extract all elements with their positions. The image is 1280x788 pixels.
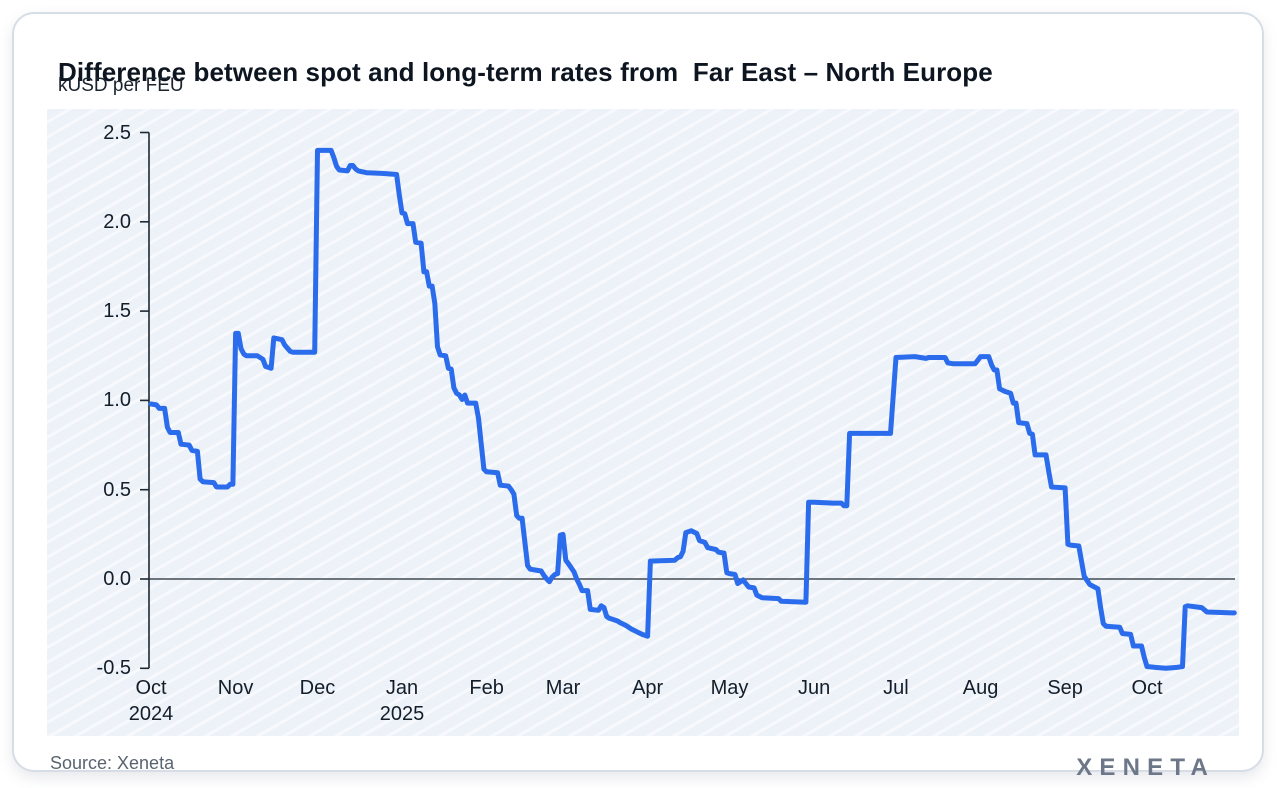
y-tick-label: 2.0 [103,210,131,233]
x-tick-label: Apr [632,677,664,699]
x-tick-label: Nov [217,677,254,699]
x-tick-label: Mar [545,677,581,699]
page-title: Difference between spot and long-term ra… [58,57,993,88]
chart-card: Difference between spot and long-term ra… [12,12,1264,781]
x-tick-label: Jun [797,677,831,699]
x-tick-label: May [710,677,749,699]
line-chart [140,131,1237,671]
source-note: Source: Xeneta [50,753,175,773]
x-tick-year-label: 2025 [379,703,425,725]
y-tick-label: -0.5 [96,657,131,680]
rate-difference-line [148,147,1237,671]
x-tick-label: Oct [1131,677,1163,699]
y-tick-label: 1.0 [103,389,131,412]
x-tick-label: Dec [299,677,336,699]
plot-panel: 2.5 2.0 1.5 1.0 0.5 0.0 -0.5 Oct 2024 Nov Dec Jan 2… [47,109,1239,736]
y-tick-label: 0.0 [103,568,131,590]
xeneta-logo: XENETA [1076,754,1215,781]
y-tick-label: 0.5 [103,478,131,501]
x-tick-label: Jul [883,677,909,699]
x-tick-label: Oct [135,677,167,699]
x-tick-label: Jan [385,677,419,699]
chart-unit-subtitle: kUSD per FEU [58,75,184,96]
x-tick-year-label: 2024 [128,703,174,725]
y-tick-label: 2.5 [103,121,131,144]
x-tick-label: Feb [469,677,504,699]
x-tick-label: Sep [1047,677,1083,699]
y-tick-label: 1.5 [103,300,131,323]
x-tick-label: Aug [962,677,999,699]
